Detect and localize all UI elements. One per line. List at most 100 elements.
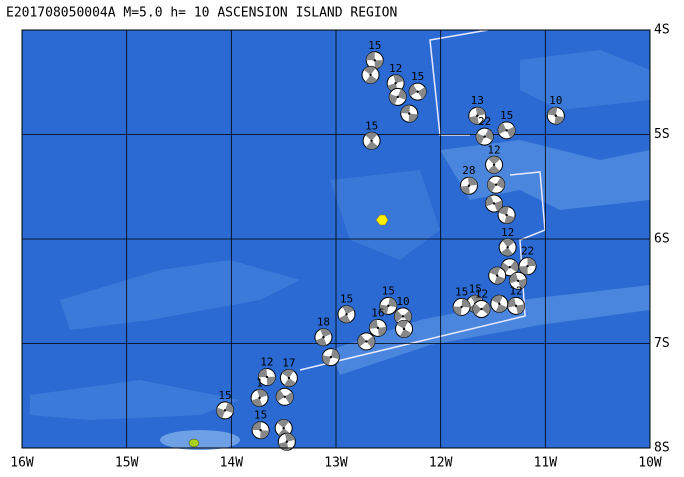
beachball-center: [369, 73, 372, 77]
focal-mechanism: [485, 194, 504, 213]
beachball-center: [283, 395, 286, 398]
beachball-quadrant: [363, 66, 376, 75]
beachball-center: [460, 305, 463, 309]
focal-mechanism: [216, 401, 235, 420]
beachball-quadrant: [504, 214, 515, 224]
beachball-quadrant: [472, 303, 482, 316]
beachball-quadrant: [509, 272, 519, 284]
beachball-center: [516, 279, 520, 282]
beachball-quadrant: [507, 297, 517, 308]
beachball-quadrant: [506, 126, 516, 138]
beachball-center: [408, 112, 411, 115]
focal-mechanism: [250, 388, 269, 407]
depth-label: 16: [371, 306, 384, 319]
beachball-center: [480, 307, 483, 311]
beachball-quadrant: [470, 295, 483, 304]
lon-tick-label: 16W: [10, 456, 34, 471]
beachball-quadrant: [394, 310, 403, 323]
beachball-center: [476, 114, 479, 117]
focal-mechanism: [408, 82, 427, 101]
beachball-quadrant: [366, 336, 375, 349]
depth-label: 17: [282, 356, 295, 369]
beachball-quadrant: [498, 122, 507, 135]
beachball-center: [401, 315, 405, 318]
beachball-center: [416, 90, 419, 93]
beachball-quadrant: [365, 74, 378, 84]
beachball-quadrant: [554, 115, 565, 125]
beachball-quadrant: [468, 177, 478, 186]
beachball-quadrant: [547, 107, 558, 116]
beachball-center: [505, 129, 508, 132]
beachball-quadrant: [225, 402, 234, 414]
focal-mechanism: [279, 368, 298, 387]
beachball-quadrant: [266, 376, 276, 386]
depth-label: 15: [254, 409, 267, 422]
lon-tick-label: 14W: [220, 456, 244, 471]
depth-label: 12: [501, 226, 514, 239]
beachball-quadrant: [393, 74, 404, 84]
lat-tick-label: 5S: [654, 127, 670, 142]
beachball-quadrant: [377, 326, 387, 337]
beachball-quadrant: [527, 257, 537, 267]
lat-tick-label: 7S: [654, 336, 670, 351]
focal-mechanism: [251, 421, 270, 440]
depth-label: 15: [340, 293, 353, 306]
beachball-center: [370, 139, 373, 142]
island: [188, 438, 200, 448]
beachball-quadrant: [496, 177, 505, 190]
depth-label: 15: [368, 39, 381, 52]
focal-mechanism: [314, 328, 333, 347]
beachball-center: [365, 340, 368, 343]
focal-mechanism: [357, 332, 376, 351]
depth-label: 15: [365, 119, 378, 132]
depth-label: 15: [469, 282, 482, 295]
beachball-center: [376, 326, 380, 330]
depth-label: 12: [487, 143, 500, 156]
focal-mechanism: [400, 104, 419, 123]
focal-mechanism: [472, 300, 491, 319]
beachball-quadrant: [389, 93, 398, 105]
beachball-quadrant: [519, 266, 528, 275]
beachball-center: [492, 202, 496, 205]
focal-mechanism: [337, 305, 356, 324]
beachball-quadrant: [399, 328, 412, 338]
beachball-center: [223, 409, 227, 412]
focal-mechanism: [487, 175, 506, 194]
beachball-quadrant: [315, 337, 327, 346]
beachball-quadrant: [276, 389, 285, 402]
focal-mechanism: [361, 65, 380, 84]
depth-label: 10: [396, 295, 409, 308]
beachball-quadrant: [284, 377, 296, 387]
beachball-quadrant: [338, 314, 351, 323]
beachball-quadrant: [500, 247, 513, 256]
focal-mechanism: [452, 297, 471, 316]
beachball-quadrant: [366, 51, 375, 61]
beachball-quadrant: [379, 304, 389, 315]
lat-tick-label: 6S: [654, 232, 670, 247]
beachball-center: [498, 302, 501, 305]
beachball-center: [394, 82, 397, 85]
depth-label: 28: [462, 164, 475, 177]
beachball-quadrant: [495, 303, 507, 313]
beachball-quadrant: [498, 206, 509, 215]
focal-mechanism: [386, 74, 405, 93]
lat-tick-label: 4S: [654, 23, 670, 38]
beachball-quadrant: [258, 368, 267, 378]
beachball-center: [396, 95, 399, 99]
lon-tick-label: 10W: [638, 456, 662, 471]
beachball-quadrant: [417, 87, 427, 99]
beachball-quadrant: [487, 180, 497, 192]
beachball-center: [285, 440, 289, 443]
focal-mechanism: [485, 155, 504, 174]
focal-mechanism: [497, 121, 516, 140]
beachball-quadrant: [216, 407, 226, 419]
beachball-quadrant: [468, 115, 479, 125]
beachball-quadrant: [320, 328, 332, 338]
beachball-quadrant: [488, 156, 501, 165]
beachball-center: [258, 396, 261, 400]
beachball-quadrant: [260, 430, 270, 439]
beachball-quadrant: [408, 113, 418, 123]
beachball-quadrant: [256, 389, 268, 398]
beachball-center: [514, 304, 518, 308]
